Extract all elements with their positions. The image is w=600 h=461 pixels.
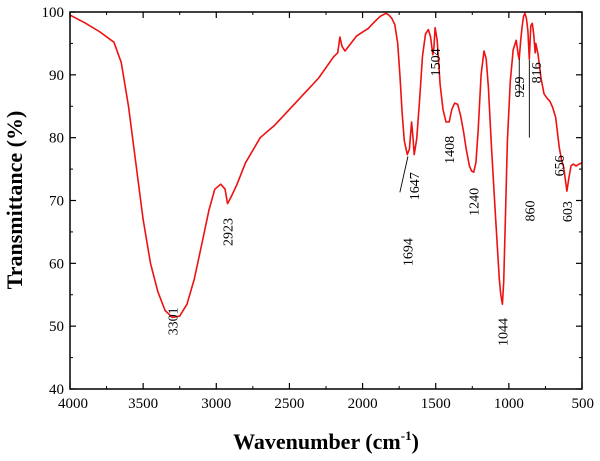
x-axis-title-close: ) (412, 429, 419, 454)
peak-label-929: 929 (513, 76, 528, 97)
x-axis-title-main: Wavenumber (cm (233, 429, 401, 454)
x-axis-title-superscript: -1 (401, 428, 412, 443)
x-tick-label: 4000 (58, 396, 88, 412)
x-tick-label: 3000 (201, 396, 231, 412)
peak-label-603: 603 (561, 201, 576, 222)
y-axis-title: Transmittance (%) (2, 111, 27, 290)
peak-label-1240: 1240 (468, 188, 483, 216)
peak-label-860: 860 (523, 200, 538, 221)
y-tick-label: 70 (49, 194, 64, 210)
y-tick-labels: 40 50 60 70 80 90 100 (42, 5, 65, 398)
leader-line-1694 (399, 156, 409, 193)
spectrum-line (69, 12, 583, 319)
peak-label-1647: 1647 (408, 172, 423, 200)
x-tick-label: 2000 (348, 396, 378, 412)
plot-frame (69, 11, 583, 390)
x-axis-title: Wavenumber (cm-1) (233, 428, 419, 454)
x-tick-label: 3500 (128, 396, 158, 412)
y-tick-label: 50 (49, 319, 64, 335)
x-tick-labels: 4000 3500 3000 2500 2000 1500 1000 500 (58, 396, 594, 412)
y-tick-label: 40 (49, 382, 64, 398)
y-tick-label: 100 (42, 5, 65, 21)
peak-label-1504: 1504 (429, 48, 444, 76)
x-tick-label: 1500 (421, 396, 451, 412)
peak-label-1044: 1044 (496, 318, 511, 346)
x-tick-label: 500 (572, 396, 595, 412)
peak-label-3301: 3301 (166, 307, 181, 335)
peak-label-816: 816 (530, 62, 545, 83)
y-tick-label: 90 (49, 68, 64, 84)
peak-label-1694: 1694 (401, 238, 416, 266)
y-tick-label: 60 (49, 256, 64, 272)
peak-label-656: 656 (553, 155, 568, 176)
y-tick-label: 80 (49, 131, 64, 147)
x-tick-label: 1000 (494, 396, 524, 412)
peak-label-2923: 2923 (221, 218, 236, 246)
peak-labels: 3301 2923 1694 1647 1504 1408 1240 1044 929 860 81… (166, 48, 576, 346)
peak-label-1408: 1408 (443, 136, 458, 164)
x-tick-label: 2500 (274, 396, 304, 412)
